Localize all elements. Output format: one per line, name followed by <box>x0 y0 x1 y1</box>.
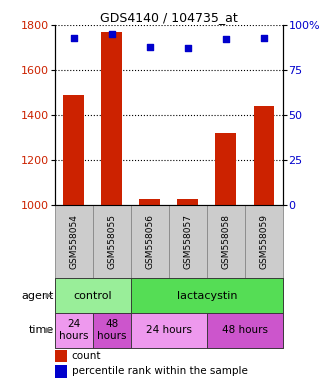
Text: GSM558057: GSM558057 <box>183 214 192 270</box>
Bar <box>215 133 236 205</box>
Text: 48
hours: 48 hours <box>97 319 126 341</box>
Point <box>185 45 191 51</box>
Bar <box>169 205 207 278</box>
Text: time: time <box>28 325 54 335</box>
Text: GSM558055: GSM558055 <box>107 214 116 270</box>
Point <box>109 31 115 37</box>
Text: GSM558054: GSM558054 <box>69 215 78 269</box>
Text: GSM558059: GSM558059 <box>260 214 268 270</box>
Text: control: control <box>73 291 112 301</box>
Text: GSM558058: GSM558058 <box>221 214 230 270</box>
Bar <box>55 313 93 348</box>
Bar <box>254 106 274 205</box>
Text: 24 hours: 24 hours <box>146 325 192 335</box>
Bar <box>93 205 131 278</box>
Text: 24
hours: 24 hours <box>59 319 88 341</box>
Bar <box>55 350 67 362</box>
Point <box>147 43 152 50</box>
Bar <box>55 205 93 278</box>
Bar <box>55 278 131 313</box>
Text: count: count <box>72 351 101 361</box>
Bar <box>101 32 122 205</box>
Bar <box>93 313 131 348</box>
Bar <box>55 365 67 377</box>
Bar <box>131 313 207 348</box>
Bar <box>131 205 169 278</box>
Text: 48 hours: 48 hours <box>222 325 268 335</box>
Point <box>261 35 266 41</box>
Bar <box>207 313 283 348</box>
Bar <box>63 95 84 205</box>
Text: agent: agent <box>22 291 54 301</box>
Bar <box>177 199 198 205</box>
Bar <box>245 205 283 278</box>
Bar <box>139 199 160 205</box>
Bar <box>131 278 283 313</box>
Bar <box>207 205 245 278</box>
Point <box>71 35 76 41</box>
Title: GDS4140 / 104735_at: GDS4140 / 104735_at <box>100 11 238 24</box>
Point <box>223 36 228 43</box>
Text: GSM558056: GSM558056 <box>145 214 154 270</box>
Text: lactacystin: lactacystin <box>177 291 237 301</box>
Text: percentile rank within the sample: percentile rank within the sample <box>72 366 248 376</box>
